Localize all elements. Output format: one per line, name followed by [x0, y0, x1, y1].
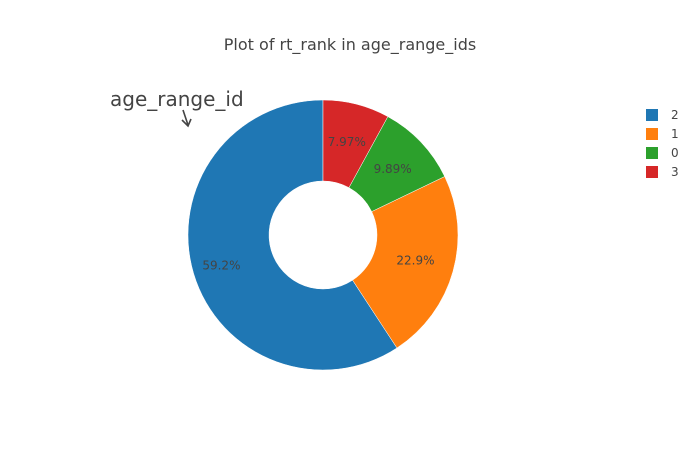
- legend-label-3: 3: [671, 165, 679, 179]
- legend-item-2[interactable]: 2: [646, 108, 679, 122]
- legend: 2 1 0 3: [646, 108, 679, 179]
- legend-swatch-2: [646, 109, 658, 121]
- legend-item-3[interactable]: 3: [646, 165, 679, 179]
- legend-label-2: 2: [671, 108, 679, 122]
- slice-label-3: 7.97%: [328, 135, 366, 149]
- donut-slice-0: [348, 116, 446, 212]
- slice-label-1: 22.9%: [396, 254, 434, 268]
- donut-slice-1: [352, 176, 459, 349]
- legend-item-0[interactable]: 0: [646, 146, 679, 160]
- annotation-arrow-icon: [182, 109, 189, 126]
- chart-title: Plot of rt_rank in age_range_ids: [224, 35, 476, 55]
- annotation-text: age_range_id: [110, 87, 244, 111]
- legend-label-1: 1: [671, 127, 679, 141]
- donut-slices: [187, 99, 459, 371]
- legend-swatch-3: [646, 166, 658, 178]
- legend-label-0: 0: [671, 146, 679, 160]
- annotation-arrowhead-icon: [181, 118, 192, 128]
- legend-item-1[interactable]: 1: [646, 127, 679, 141]
- legend-swatch-1: [646, 128, 658, 140]
- slice-label-0: 9.89%: [374, 162, 412, 176]
- slice-labels: 59.2% 22.9% 9.89% 7.97%: [202, 135, 434, 272]
- slice-label-2: 59.2%: [202, 258, 240, 272]
- legend-swatch-0: [646, 147, 658, 159]
- donut-slice-2: [187, 99, 398, 371]
- annotation: age_range_id: [110, 87, 244, 128]
- donut-slice-3: [322, 99, 389, 188]
